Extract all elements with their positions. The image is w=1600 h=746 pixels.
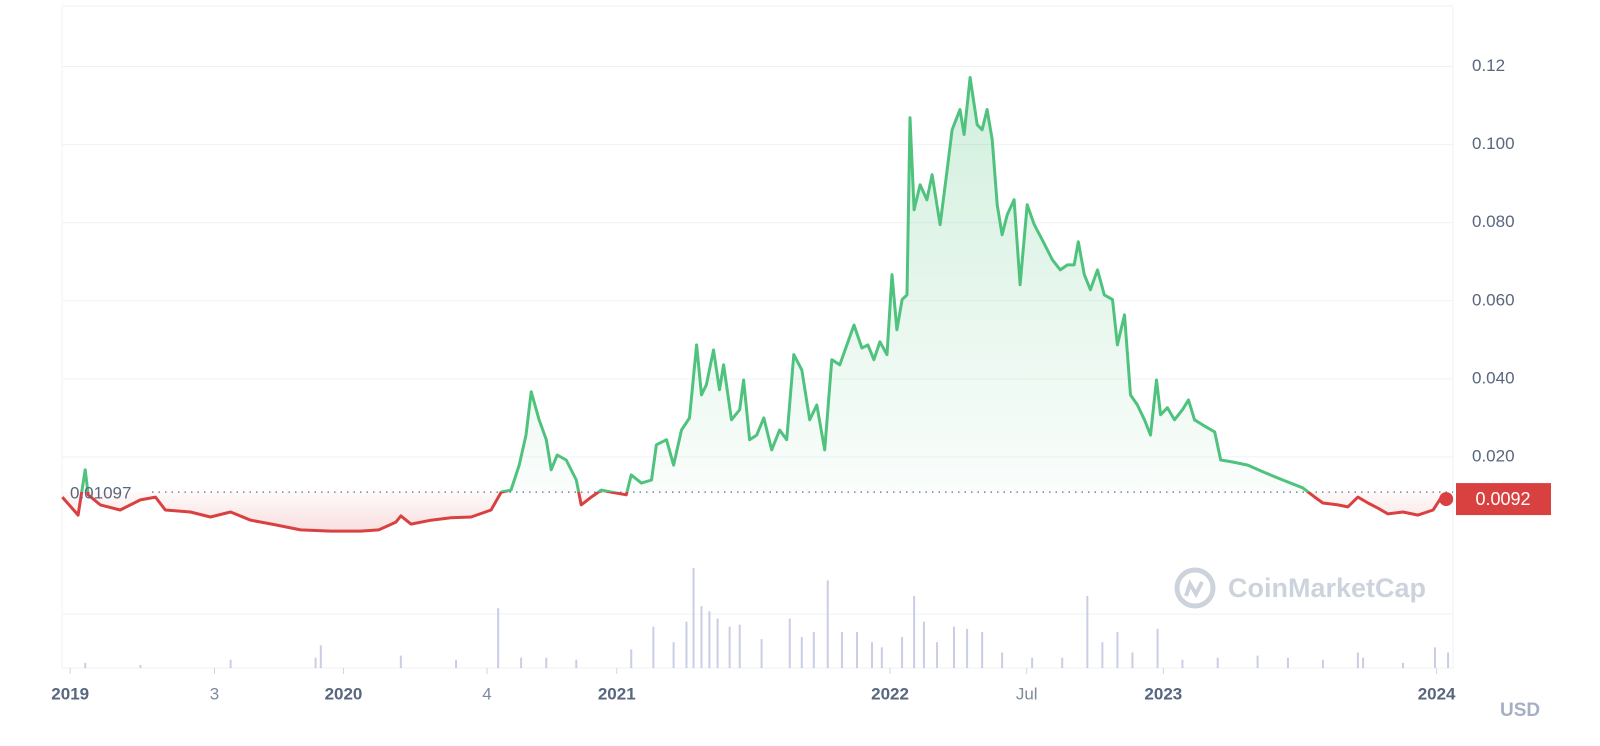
volume-bar (760, 639, 763, 668)
y-tick-label: 0.040 (1472, 368, 1515, 387)
volume-bar (630, 649, 633, 668)
x-tick-label: 2022 (871, 684, 909, 703)
watermark-text: CoinMarketCap (1228, 573, 1426, 603)
volume-bar (520, 657, 523, 668)
watermark-logo (1174, 567, 1216, 609)
volume-bar (652, 626, 655, 668)
volume-bar (139, 664, 142, 668)
volume-bar (399, 655, 402, 668)
volume-bar (700, 606, 703, 668)
volume-bar (545, 657, 548, 668)
plot-frame (61, 5, 1454, 669)
x-tick-label: 2024 (1418, 684, 1456, 703)
volume-bar (1086, 595, 1089, 668)
volume-bar (1216, 657, 1219, 668)
volume-bar (1256, 655, 1259, 668)
volume-bar (981, 631, 984, 668)
volume-bar (1001, 652, 1004, 668)
x-tick-label: Jul (1016, 684, 1038, 703)
volume-bar (788, 618, 791, 668)
volume-bar (840, 631, 843, 668)
volume-bar (880, 647, 883, 668)
grid (62, 66, 1453, 458)
x-tick-label: 2023 (1144, 684, 1182, 703)
volume-bar (738, 624, 741, 668)
x-tick-label: 2021 (598, 684, 636, 703)
volume-bar (672, 642, 675, 668)
volume-bar (455, 659, 458, 668)
plot: 0.01097 0.0092 (61, 76, 1551, 533)
volume-bar (1447, 652, 1450, 668)
watermark: CoinMarketCap (1174, 567, 1426, 609)
volume-bar (871, 642, 874, 668)
last-price-badge (1456, 483, 1551, 516)
volume-bar (855, 631, 858, 668)
watermark-logo-mark (1184, 579, 1204, 599)
volume-bar (685, 621, 688, 668)
last-price-label: 0.0092 (1475, 489, 1530, 509)
volume-bar (952, 626, 955, 668)
volume-bar (1116, 631, 1119, 668)
volume-bar (84, 662, 87, 668)
volume-bar (826, 580, 829, 668)
volume-bar (229, 659, 232, 668)
volume-bar (936, 642, 939, 668)
volume-bar (716, 618, 719, 668)
volume-bar (901, 637, 904, 668)
volume-bar (497, 608, 500, 668)
x-tick-label: 2019 (51, 684, 89, 703)
x-tick-label: 4 (482, 684, 491, 703)
volume-bar (966, 628, 969, 668)
volume-bar (812, 631, 815, 668)
volume-bar (314, 657, 317, 668)
currency-label: USD (1500, 700, 1540, 721)
volume-bar (1181, 659, 1184, 668)
last-price-dot (1439, 492, 1454, 507)
reference-label: 0.01097 (70, 484, 131, 503)
volume-bar (1362, 657, 1365, 668)
volume-bar (800, 637, 803, 668)
y-tick-label: 0.100 (1472, 134, 1515, 153)
volume-bar (1031, 657, 1034, 668)
volume-bar (1401, 662, 1404, 668)
volume-bar (913, 595, 916, 668)
volume-bar (1061, 657, 1064, 668)
y-tick-label: 0.020 (1472, 446, 1515, 465)
y-tick-label: 0.12 (1472, 56, 1505, 75)
volume-bar (1156, 628, 1159, 668)
volume-bar (1286, 657, 1289, 668)
y-tick-label: 0.080 (1472, 212, 1515, 231)
volume-bar (575, 659, 578, 668)
y-tick-label: 0.060 (1472, 290, 1515, 309)
volume-bar (1356, 652, 1359, 668)
volume-bar (728, 626, 731, 668)
x-tick-label: 2020 (325, 684, 363, 703)
volume-bar (319, 645, 322, 668)
volume-bars (84, 568, 1450, 668)
volume-bar (708, 611, 711, 668)
volume-bar (1433, 647, 1436, 668)
volume-bar (1131, 652, 1134, 668)
volume-bar (692, 568, 695, 668)
volume-bar (1101, 642, 1104, 668)
volume-bar (922, 621, 925, 668)
price-line (61, 76, 1447, 533)
x-tick-label: 3 (210, 684, 219, 703)
volume-bar (1321, 659, 1324, 668)
price-area (62, 77, 1447, 532)
